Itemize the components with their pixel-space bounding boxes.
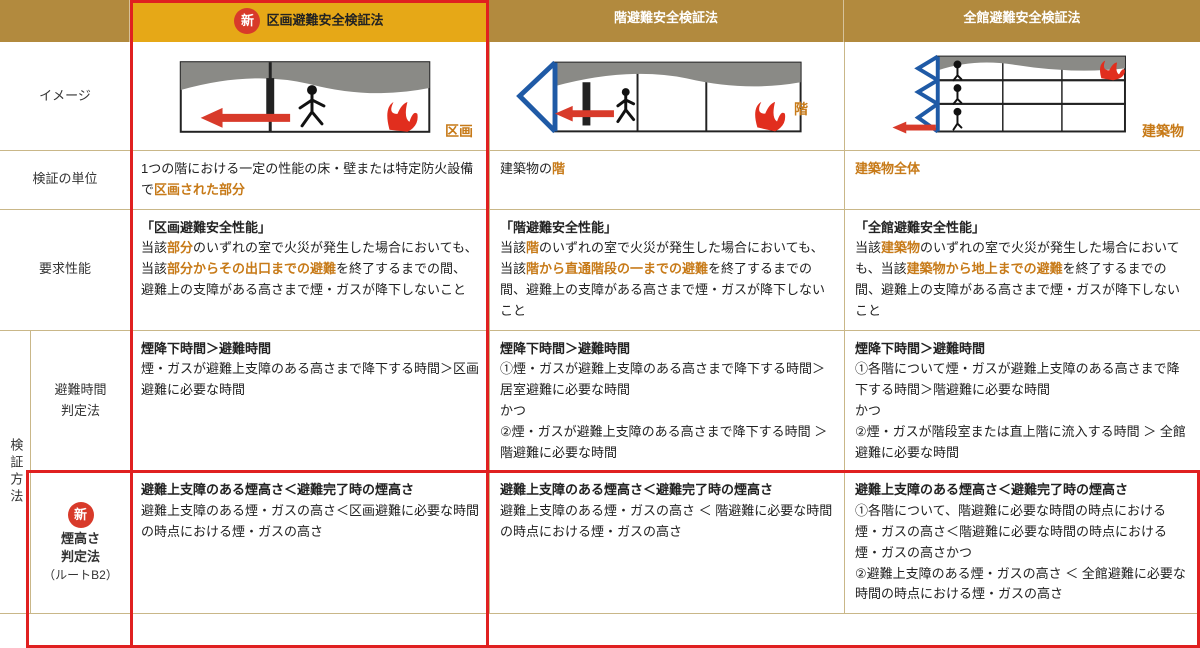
t: 部分からその出口までの避難: [167, 261, 336, 276]
zenkan-svg: [855, 48, 1190, 144]
time-kai: 煙降下時間＞避難時間 ①煙・ガスが避難上支障のある高さまで降下する時間＞居室避難…: [489, 331, 844, 473]
smoke-label-l1: 煙高さ: [61, 530, 100, 548]
kai-svg: [500, 48, 834, 144]
diagram-kukaku: 区画: [130, 42, 489, 151]
t: 階から直通階段の一までの避難: [526, 261, 708, 276]
t: 当該: [500, 240, 526, 255]
unit-zenkan: 建築物全体: [844, 151, 1200, 210]
header-blank: [0, 0, 130, 42]
smoke-kai-title: 避難上支障のある煙高さ＜避難完了時の煙高さ: [500, 480, 834, 501]
unit-kukaku: 1つの階における一定の性能の床・壁または特定防火設備で区画された部分: [130, 151, 489, 210]
t: 当該: [141, 240, 167, 255]
time-kukaku-title: 煙降下時間＞避難時間: [141, 339, 479, 360]
perf-kukaku-title: 「区画避難安全性能」: [141, 218, 479, 239]
diagram-kai: 階: [489, 42, 844, 151]
perf-kukaku: 「区画避難安全性能」 当該部分のいずれの室で火災が発生した場合においても、当該部…: [130, 210, 489, 331]
time-kukaku: 煙降下時間＞避難時間 煙・ガスが避難上支障のある高さまで降下する時間＞区画避難に…: [130, 331, 489, 473]
smoke-kai-body: 避難上支障のある煙・ガスの高さ ＜ 階避難に必要な時間の時点における煙・ガスの高…: [500, 501, 834, 543]
rowlabel-method-vert: 検証方法: [0, 331, 30, 615]
time-kai-title: 煙降下時間＞避難時間: [500, 339, 834, 360]
unit-kai-pre: 建築物の: [500, 161, 552, 176]
rowlabel-smoke: 新 煙高さ 判定法 （ルートB2）: [30, 472, 130, 614]
rowlabel-image: イメージ: [0, 42, 130, 151]
unit-kai: 建築物の階: [489, 151, 844, 210]
t: 部分: [167, 240, 193, 255]
verification-comparison-table: 新区画避難安全検証法 階避難安全検証法 全館避難安全検証法 イメージ 区画: [0, 0, 1200, 614]
header-kukaku-text: 区画避難安全検証法: [266, 12, 383, 27]
time-zenkan-body: ①各階について煙・ガスが避難上支障のある高さまで降下する時間＞階避難に必要な時間…: [855, 359, 1190, 463]
diagram-zenkan: 建築物: [844, 42, 1200, 151]
smoke-kai: 避難上支障のある煙高さ＜避難完了時の煙高さ 避難上支障のある煙・ガスの高さ ＜ …: [489, 472, 844, 614]
smoke-kukaku-title: 避難上支障のある煙高さ＜避難完了時の煙高さ: [141, 480, 479, 501]
smoke-kukaku-body: 避難上支障のある煙・ガスの高さ＜区画避難に必要な時間の時点における煙・ガスの高さ: [141, 501, 479, 543]
rowlabel-unit: 検証の単位: [0, 151, 130, 210]
header-zenkan: 全館避難安全検証法: [844, 0, 1200, 42]
time-kukaku-body: 煙・ガスが避難上支障のある高さまで降下する時間＞区画避難に必要な時間: [141, 359, 479, 401]
time-zenkan-title: 煙降下時間＞避難時間: [855, 339, 1190, 360]
rowlabel-perf: 要求性能: [0, 210, 130, 331]
t: 建築物から地上までの避難: [907, 261, 1063, 276]
smoke-zenkan-title: 避難上支障のある煙高さ＜避難完了時の煙高さ: [855, 480, 1190, 501]
unit-kukaku-acc: 区画された部分: [154, 182, 245, 197]
header-kai: 階避難安全検証法: [489, 0, 844, 42]
tag-zenkan: 建築物: [1142, 120, 1184, 142]
new-badge-smoke-icon: 新: [68, 502, 94, 528]
t: 当該: [855, 240, 881, 255]
tag-kukaku: 区画: [445, 120, 473, 142]
header-kukaku: 新区画避難安全検証法: [130, 0, 489, 42]
smoke-label-route: （ルートB2）: [43, 567, 118, 584]
unit-zenkan-acc: 建築物全体: [855, 161, 920, 176]
perf-zenkan: 「全館避難安全性能」 当該建築物のいずれの室で火災が発生した場合においても、当該…: [844, 210, 1200, 331]
tag-kai: 階: [794, 98, 808, 120]
t: 建築物: [881, 240, 920, 255]
new-badge-icon: 新: [234, 8, 260, 34]
smoke-label-l2: 判定法: [61, 548, 100, 566]
perf-zenkan-title: 「全館避難安全性能」: [855, 218, 1190, 239]
rowlabel-time: 避難時間 判定法: [30, 331, 130, 473]
perf-kai-title: 「階避難安全性能」: [500, 218, 834, 239]
time-kai-body: ①煙・ガスが避難上支障のある高さまで降下する時間＞居室避難に必要な時間 かつ ②…: [500, 359, 834, 463]
kukaku-svg: [141, 48, 479, 144]
smoke-kukaku: 避難上支障のある煙高さ＜避難完了時の煙高さ 避難上支障のある煙・ガスの高さ＜区画…: [130, 472, 489, 614]
unit-kai-acc: 階: [552, 161, 565, 176]
smoke-zenkan: 避難上支障のある煙高さ＜避難完了時の煙高さ ①各階について、階避難に必要な時間の…: [844, 472, 1200, 614]
smoke-zenkan-body: ①各階について、階避難に必要な時間の時点における煙・ガスの高さ＜階避難に必要な時…: [855, 501, 1190, 605]
t: 階: [526, 240, 539, 255]
perf-kai: 「階避難安全性能」 当該階のいずれの室で火災が発生した場合においても、当該階から…: [489, 210, 844, 331]
time-zenkan: 煙降下時間＞避難時間 ①各階について煙・ガスが避難上支障のある高さまで降下する時…: [844, 331, 1200, 473]
